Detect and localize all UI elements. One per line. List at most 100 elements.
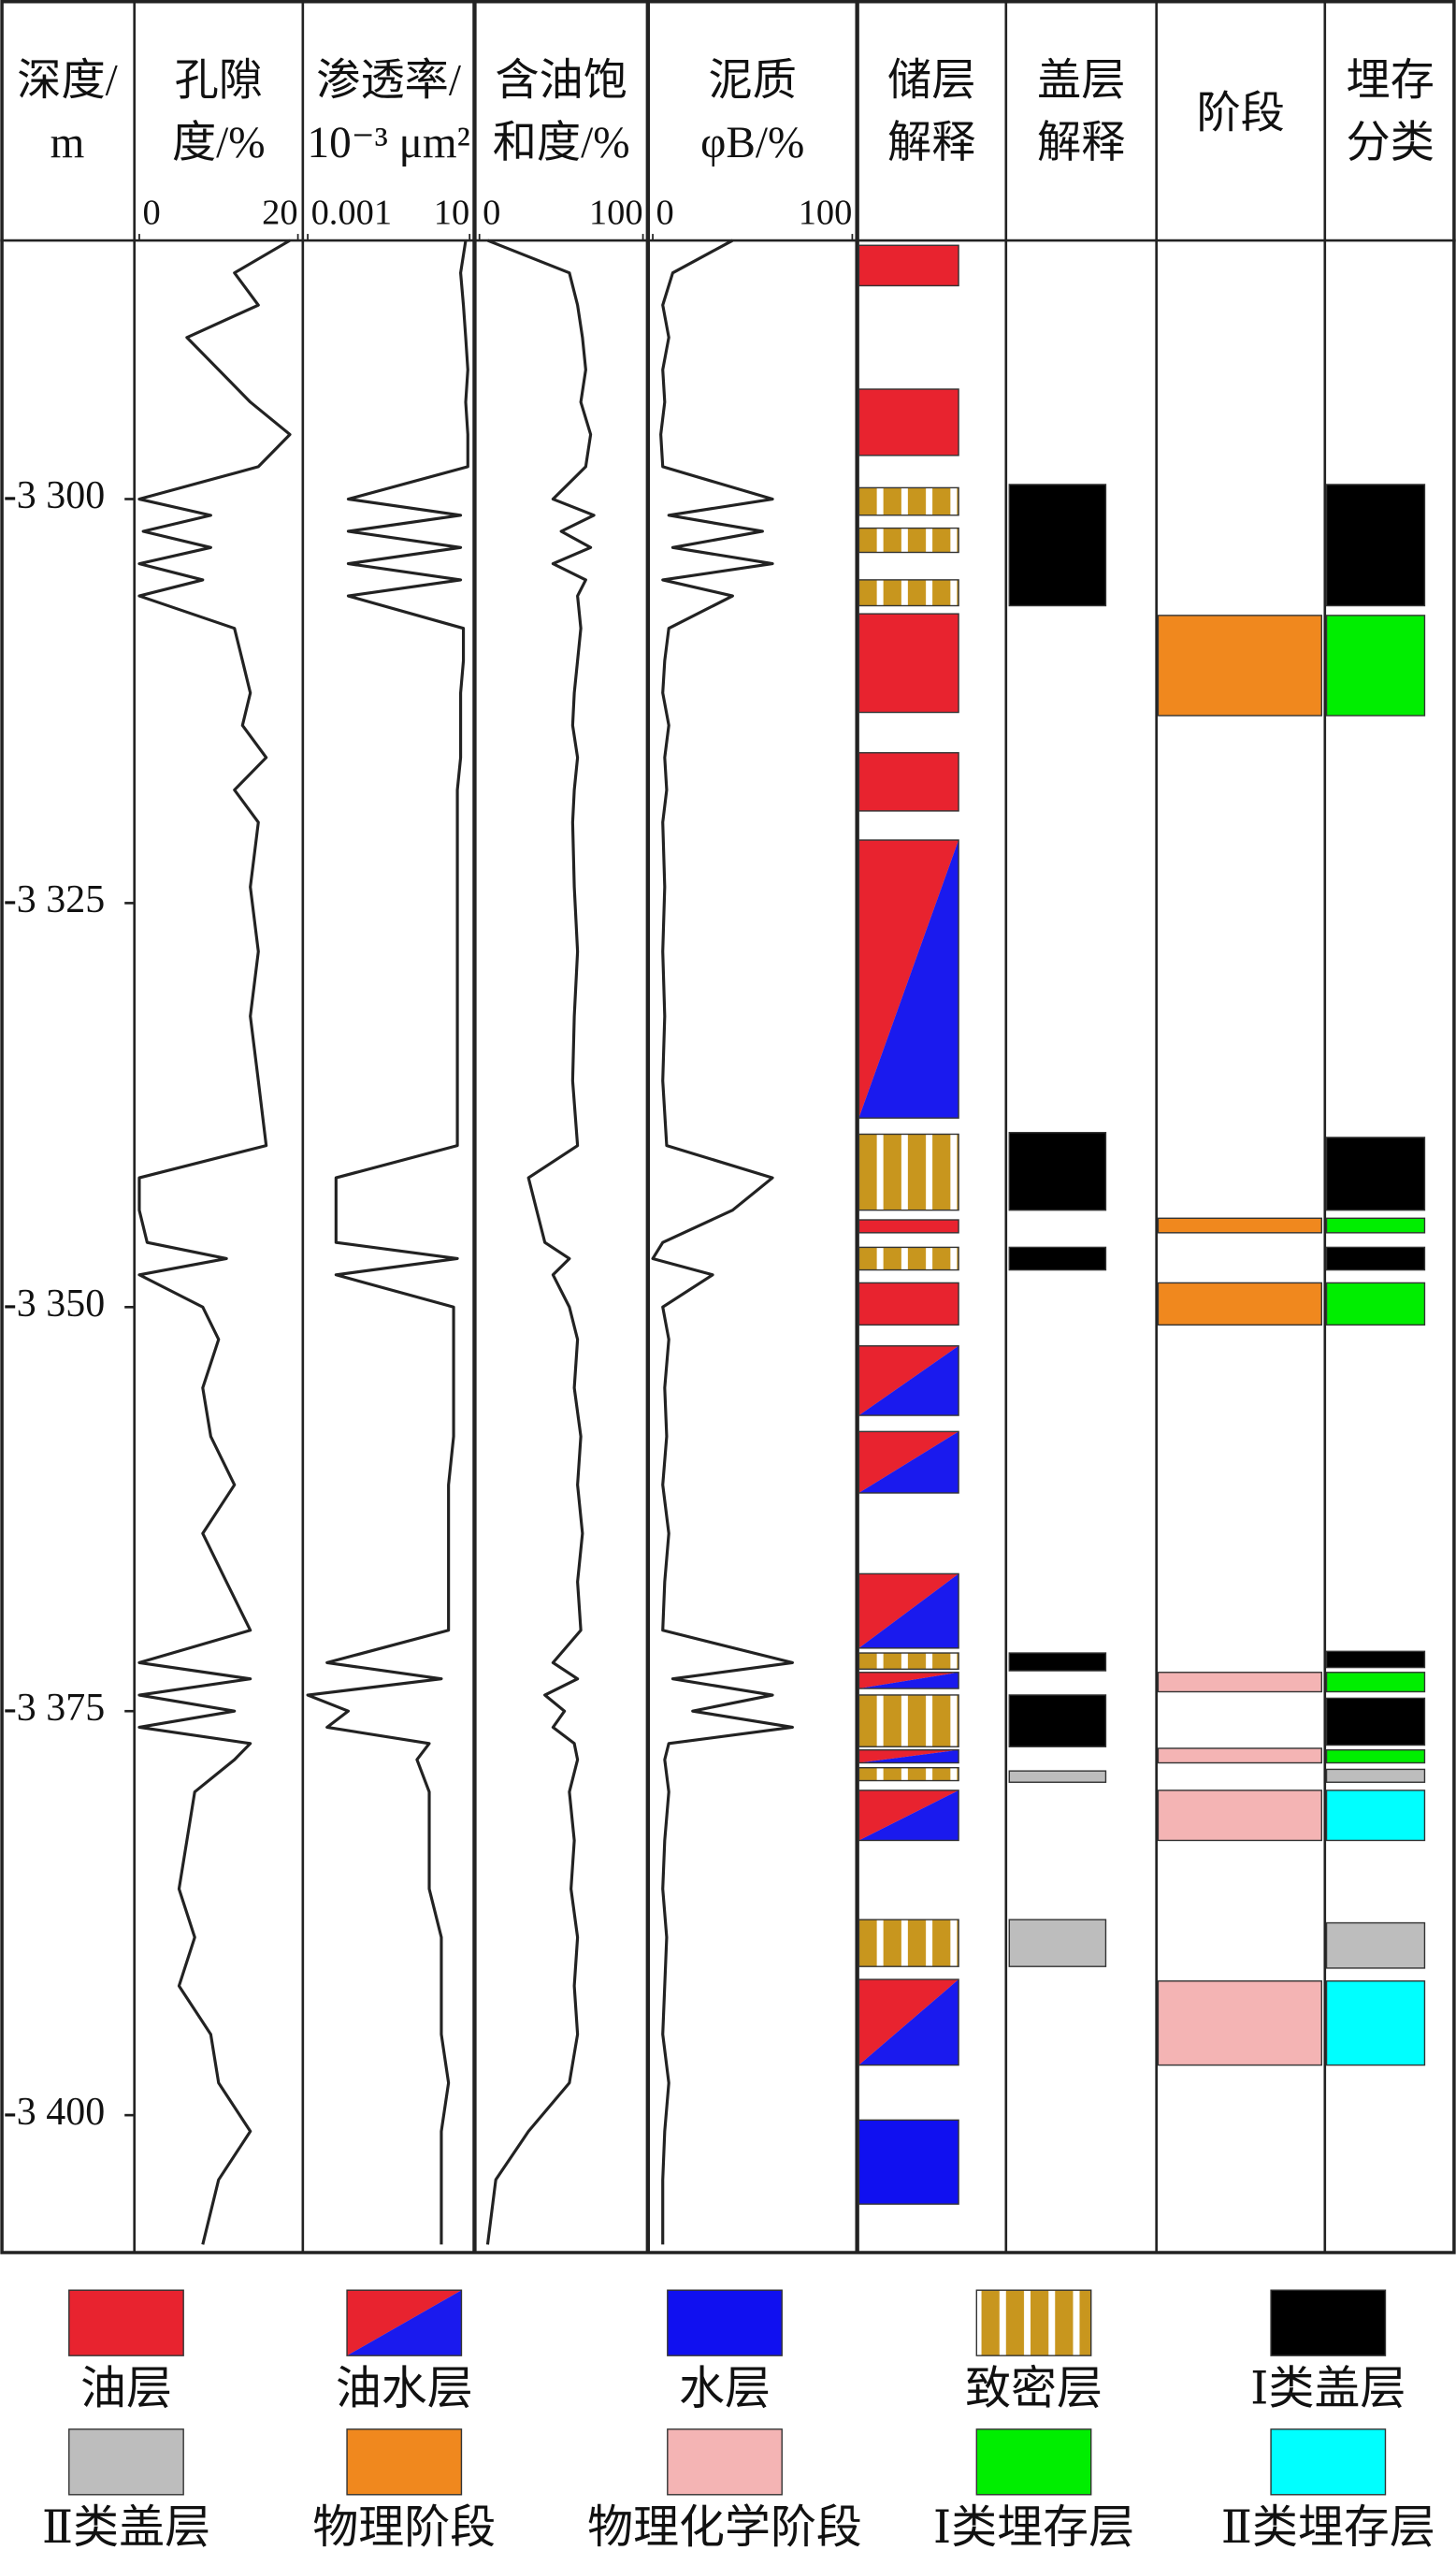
legend-swatch [1270,2289,1387,2356]
x-tick-label: 0 [142,194,160,233]
outline [858,1246,959,1271]
interval [858,527,959,554]
fill [1158,1790,1322,1841]
fill [1326,1749,1425,1763]
fill [1009,1247,1106,1270]
column-header: 储层 [887,57,975,106]
legend-label: 水层 [679,2363,771,2414]
fill [1326,1651,1425,1668]
column-header: 度/% [172,119,266,167]
outline [1325,615,1426,717]
interval [858,1345,959,1416]
interval [1008,1652,1107,1672]
outline [858,486,959,516]
outline [858,2119,959,2205]
split-upper [858,1672,959,1689]
interval [858,244,959,287]
log-curve [137,239,292,2245]
interval [858,1919,959,1967]
split-lower [858,1790,959,1841]
outline [858,1652,959,1671]
split-upper [858,1431,959,1493]
interval [1008,1770,1107,1783]
fill [858,528,959,553]
interval [858,486,959,516]
fill [1009,1920,1106,1967]
fill [1326,1790,1425,1841]
outline [1325,1748,1426,1764]
fill [858,487,959,515]
interval [1157,615,1322,717]
legend-label: Ⅱ类埋存层 [1221,2501,1435,2553]
interval [1325,615,1426,717]
legend-swatch [346,2428,463,2496]
outline [68,2289,184,2356]
interval [858,1572,959,1649]
outline [858,1133,959,1211]
interval [858,1246,959,1271]
outline [858,1978,959,2066]
legend-swatch [975,2289,1092,2356]
fill [1326,1698,1425,1746]
fill [1271,2290,1386,2356]
legend-label: Ⅰ类盖层 [1250,2363,1406,2414]
outline [858,388,959,456]
fill [1326,1282,1425,1326]
column-header: φB/% [700,119,804,167]
interval [1325,1246,1426,1271]
fill [858,389,959,456]
fill [1271,2428,1386,2495]
column-header: 分类 [1347,119,1434,167]
x-tick-label: 10 [434,194,469,233]
legend-label: 致密层 [965,2363,1103,2414]
outline [975,2289,1092,2356]
outline [858,1219,959,1234]
interval [858,1672,959,1689]
outline [1008,1652,1107,1672]
outline [858,1572,959,1649]
outline [1325,1921,1426,1969]
fill [858,2120,959,2205]
interval [1325,1768,1426,1783]
legend-label: Ⅱ类盖层 [42,2501,210,2553]
y-tick-label: -3 375 [4,1687,105,1730]
fill [858,1767,959,1781]
fill [347,2428,462,2495]
interval [1325,1282,1426,1326]
interval [1325,1137,1426,1211]
column-header: m [50,119,85,167]
fill [1009,1771,1106,1783]
column-header: 埋存 [1347,57,1434,106]
interval [1157,1282,1322,1326]
outline [1325,1217,1426,1234]
fill [68,2290,184,2356]
legend-label: 油层 [80,2363,172,2414]
legend-swatch [667,2428,783,2496]
fill [1326,1980,1425,2065]
legend-swatch [346,2289,463,2356]
outline [858,1694,959,1747]
y-tick-label: -3 400 [4,2091,105,2134]
fill [1326,1672,1425,1692]
interval [1157,1747,1322,1764]
legend-swatch [1270,2428,1387,2496]
outline [1325,1282,1426,1326]
interval [1325,1790,1426,1842]
interval [858,388,959,456]
interval [858,1978,959,2066]
interval [858,1748,959,1764]
x-tick-label: 0 [483,194,500,233]
interval [1325,1697,1426,1746]
split-lower [347,2290,462,2356]
fill [858,1134,959,1210]
interval [1325,1980,1426,2066]
interval [858,2119,959,2205]
interval [1157,1790,1322,1842]
outline [68,2428,184,2496]
split-lower [858,840,959,1119]
interval [858,1766,959,1782]
legend-label: 油水层 [336,2363,473,2414]
outline [1325,1137,1426,1211]
interval [1325,1650,1426,1669]
outline [858,1430,959,1494]
